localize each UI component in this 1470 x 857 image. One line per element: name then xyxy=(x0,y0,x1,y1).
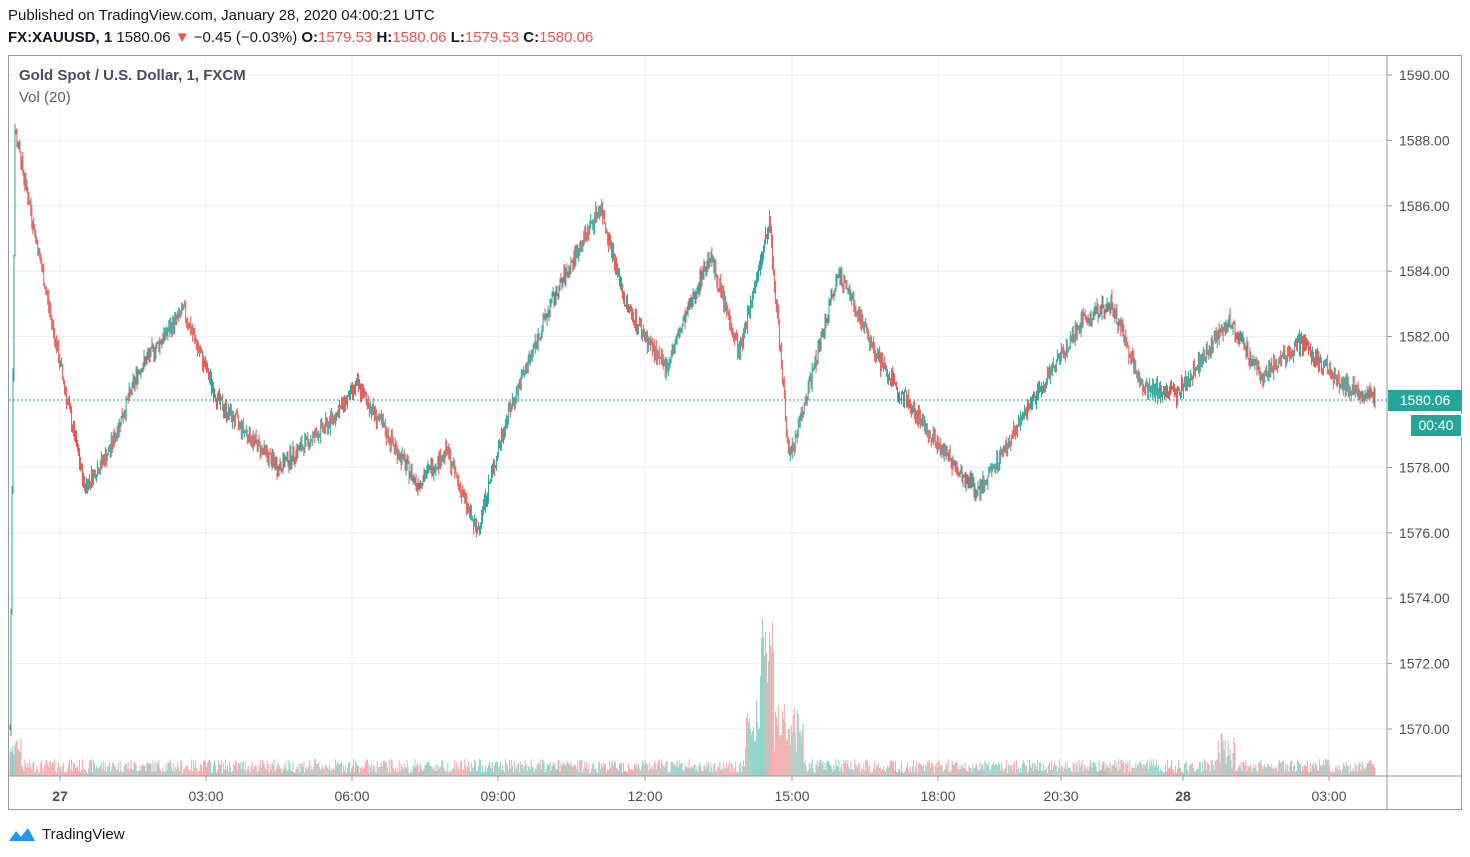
open-label: O: xyxy=(301,29,319,46)
candles xyxy=(9,123,1376,737)
axes: 1590.00 1588.00 1586.00 1584.00 1582.00 1580.… xyxy=(9,56,1461,810)
series-title: Gold Spot / U.S. Dollar, 1, FXCM xyxy=(19,67,246,84)
chart-grid xyxy=(9,56,1387,776)
price-tick-label: 1576.00 xyxy=(1399,525,1450,541)
close-label: C: xyxy=(523,29,540,46)
down-arrow-icon: ▼ xyxy=(174,29,190,46)
low-label: L: xyxy=(450,29,465,46)
price-tick-label: 1586.00 xyxy=(1399,198,1450,214)
time-tick-label: 09:00 xyxy=(480,788,515,804)
change-value: −0.45 (−0.03%) xyxy=(193,29,298,46)
time-tick-label: 03:00 xyxy=(1311,788,1346,804)
volume-bars xyxy=(9,617,1376,776)
chart-legend: Gold Spot / U.S. Dollar, 1, FXCM Vol (20… xyxy=(19,67,246,106)
time-tick-label: 20:30 xyxy=(1043,788,1078,804)
time-tick-label: 06:00 xyxy=(334,788,369,804)
bar-countdown-tag: 00:40 xyxy=(1410,414,1462,437)
published-note: Published on TradingView.com, January 28… xyxy=(8,7,435,24)
footer: TradingView xyxy=(8,823,125,845)
time-tick-label: 12:00 xyxy=(627,788,662,804)
high-label: H: xyxy=(376,29,393,46)
price-tick-label: 1578.00 xyxy=(1399,459,1450,475)
close-value: 1580.06 xyxy=(539,29,594,46)
price-tick-label: 1572.00 xyxy=(1399,656,1450,672)
time-tick-label: 18:00 xyxy=(920,788,955,804)
price-tick-label: 1574.00 xyxy=(1399,590,1450,606)
price-tick-label: 1582.00 xyxy=(1399,329,1450,345)
price-tick-label: 1588.00 xyxy=(1399,132,1450,148)
price-tick-label: 1570.00 xyxy=(1399,721,1450,737)
price-tick-label: 1584.00 xyxy=(1399,263,1450,279)
time-tick-label: 28 xyxy=(1175,788,1191,804)
symbol-label: FX:XAUUSD, 1 xyxy=(8,29,113,46)
last-price: 1580.06 xyxy=(116,29,171,46)
high-value: 1580.06 xyxy=(392,29,447,46)
volume-indicator-label: Vol (20) xyxy=(19,89,71,106)
time-tick-label: 15:00 xyxy=(774,788,809,804)
time-tick-label: 03:00 xyxy=(188,788,223,804)
time-tick-label: 27 xyxy=(52,788,68,804)
price-tick-label: 1590.00 xyxy=(1399,67,1450,83)
last-price-tag: 1580.06 xyxy=(1388,390,1462,411)
low-value: 1579.53 xyxy=(464,29,520,46)
brand-name: TradingView xyxy=(42,825,125,843)
open-value: 1579.53 xyxy=(318,29,373,46)
ohlc-header: FX:XAUUSD, 1 1580.06 ▼ −0.45 (−0.03%) O:… xyxy=(8,29,593,46)
tradingview-logo-icon xyxy=(9,828,35,841)
